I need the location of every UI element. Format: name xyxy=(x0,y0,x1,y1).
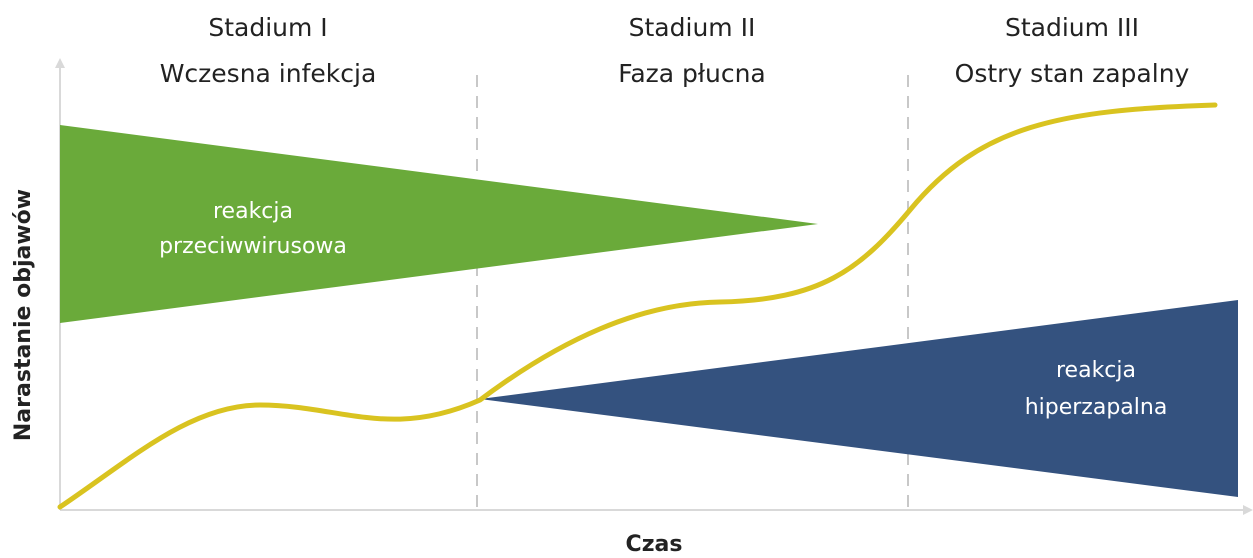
antiviral-label-line2: przeciwwirusowa xyxy=(159,234,347,259)
stage-2-desc: Faza płucna xyxy=(618,59,766,88)
stage-1-name: Stadium I xyxy=(208,13,327,42)
stage-2-name: Stadium II xyxy=(629,13,756,42)
stage-1-desc: Wczesna infekcja xyxy=(160,59,377,88)
hyperinflammatory-response-wedge xyxy=(480,300,1238,497)
antiviral-label-line1: reakcja xyxy=(213,199,293,224)
hyperinflammatory-label-line1: reakcja xyxy=(1056,358,1136,383)
hyperinflammatory-label-line2: hiperzapalna xyxy=(1025,395,1168,420)
x-axis-title: Czas xyxy=(626,532,683,557)
y-axis-title: Narastanie objawów xyxy=(11,189,36,441)
stage-3-desc: Ostry stan zapalny xyxy=(955,59,1190,88)
symptom-curve xyxy=(57,102,1218,510)
stage-3-name: Stadium III xyxy=(1005,13,1139,42)
x-axis-arrow-icon xyxy=(1243,505,1253,515)
y-axis-arrow-icon xyxy=(55,58,65,68)
antiviral-response-wedge xyxy=(60,125,818,323)
